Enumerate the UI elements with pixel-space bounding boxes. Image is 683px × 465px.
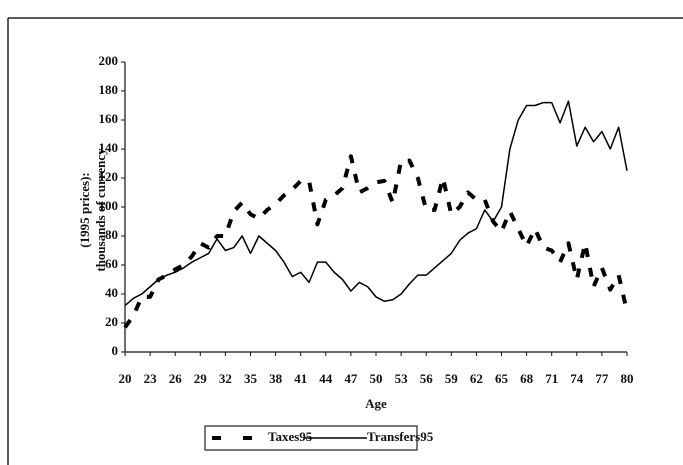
y-axis-label: thousands of currency (93, 148, 108, 272)
x-tick-label: 41 (294, 371, 307, 386)
x-tick-label: 74 (570, 371, 584, 386)
x-tick-label: 80 (621, 371, 634, 386)
legend-label: Transfers95 (367, 429, 434, 444)
x-tick-label: 29 (194, 371, 208, 386)
series-line (123, 154, 629, 329)
y-tick-label: 20 (105, 314, 118, 329)
series-line (124, 100, 628, 307)
x-tick-label: 71 (545, 371, 558, 386)
y-tick-label: 60 (105, 256, 118, 271)
y-axis-label: (1995 prices): (77, 172, 92, 247)
y-tick-label: 200 (99, 53, 119, 68)
y-tick-label: 160 (99, 111, 119, 126)
x-tick-label: 62 (470, 371, 483, 386)
x-tick-label: 65 (495, 371, 509, 386)
legend-box (204, 425, 418, 451)
x-tick-label: 56 (420, 371, 434, 386)
x-tick-label: 38 (269, 371, 283, 386)
x-tick-label: 47 (344, 371, 358, 386)
x-tick-label: 44 (319, 371, 333, 386)
x-tick-label: 20 (119, 371, 132, 386)
x-tick-label: 32 (219, 371, 232, 386)
legend-label: Taxes95 (268, 429, 313, 444)
x-tick-label: 59 (445, 371, 459, 386)
y-tick-label: 0 (112, 343, 119, 358)
y-tick-label: 40 (105, 285, 118, 300)
x-tick-label: 53 (395, 371, 409, 386)
y-tick-label: 100 (99, 198, 119, 213)
y-tick-label: 180 (99, 82, 119, 97)
x-tick-label: 23 (144, 371, 158, 386)
y-tick-label: 80 (105, 227, 118, 242)
x-tick-label: 50 (370, 371, 383, 386)
x-tick-label: 68 (520, 371, 534, 386)
x-tick-label: 77 (595, 371, 609, 386)
x-tick-label: 26 (169, 371, 183, 386)
y-tick-label: 140 (99, 140, 119, 155)
x-axis-label: Age (365, 396, 387, 411)
y-tick-label: 120 (99, 169, 119, 184)
x-tick-label: 35 (244, 371, 258, 386)
